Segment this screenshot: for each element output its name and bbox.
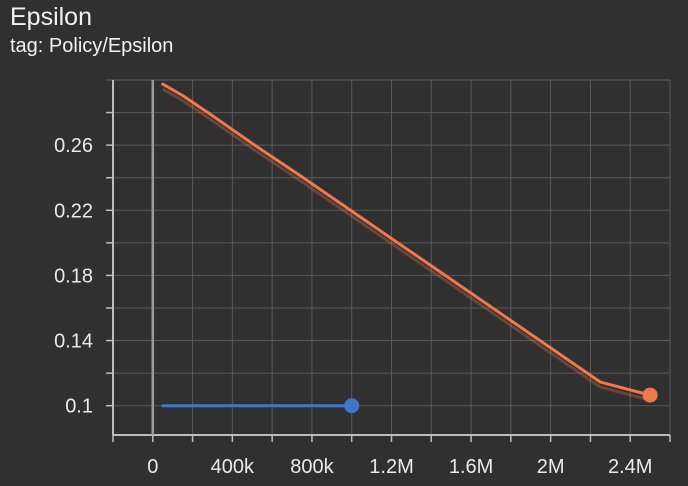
x-tick-label: 1.6M — [449, 456, 493, 478]
y-tick-label: 0.22 — [54, 200, 93, 222]
x-tick-label: 0 — [147, 456, 158, 478]
chart-subtitle: tag: Policy/Epsilon — [10, 35, 174, 57]
x-tick-label: 2.4M — [608, 456, 652, 478]
y-tick-label: 0.1 — [65, 396, 93, 418]
x-tick-label: 800k — [290, 456, 334, 478]
series-raw-line — [161, 87, 651, 402]
grid-lines — [106, 79, 671, 435]
chart-title: Epsilon — [10, 3, 92, 31]
x-tick-label: 400k — [211, 456, 255, 478]
tick-labels: 0 400k 800k 1.2M 1.6M 2M 2.4M 0.1 0.14 0.18 0.22 0.… — [54, 135, 652, 478]
series-end-point — [642, 387, 658, 403]
axes — [106, 80, 671, 442]
y-tick-label: 0.18 — [54, 265, 93, 287]
series-end-point — [344, 398, 360, 414]
series-layer — [161, 82, 658, 414]
y-tick-label: 0.14 — [54, 331, 93, 353]
x-tick-label: 1.2M — [369, 456, 413, 478]
y-tick-label: 0.26 — [54, 135, 93, 157]
x-tick-label: 2M — [537, 456, 565, 478]
series-line — [161, 82, 652, 397]
